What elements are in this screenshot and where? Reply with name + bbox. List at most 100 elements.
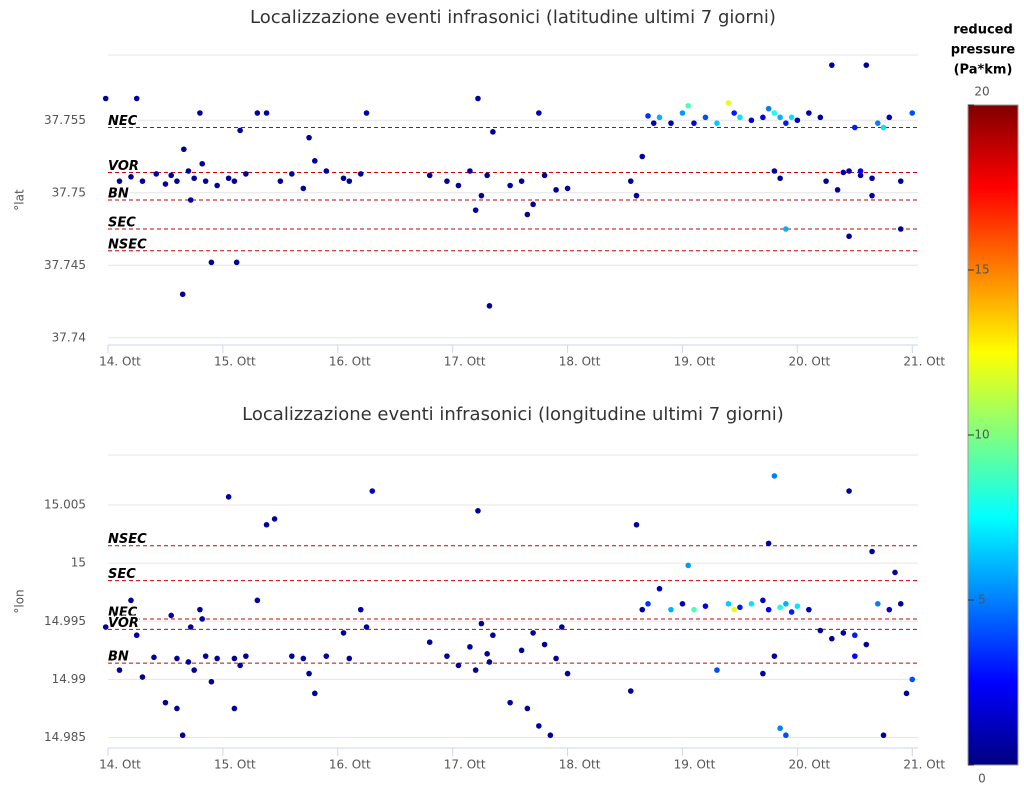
event-point bbox=[174, 705, 180, 712]
event-point bbox=[444, 178, 450, 184]
event-point bbox=[714, 667, 720, 673]
event-point bbox=[656, 585, 663, 592]
event-point bbox=[857, 172, 864, 179]
x-tick-label: 19. Ott bbox=[674, 758, 716, 772]
event-point bbox=[645, 601, 651, 607]
event-point bbox=[214, 182, 220, 189]
event-point bbox=[760, 597, 766, 604]
event-point bbox=[777, 114, 783, 121]
reference-label: BN bbox=[108, 187, 129, 202]
reference-label: VOR bbox=[108, 159, 139, 174]
event-point bbox=[559, 624, 565, 630]
x-tick-label: 20. Ott bbox=[788, 758, 830, 772]
event-point bbox=[783, 120, 789, 126]
event-point bbox=[530, 630, 536, 636]
colorbar-tick-label: 20 bbox=[974, 85, 989, 99]
event-point bbox=[725, 601, 732, 607]
event-point bbox=[725, 100, 732, 106]
event-point bbox=[897, 601, 904, 607]
event-point bbox=[765, 105, 772, 112]
event-point bbox=[263, 521, 270, 528]
event-point bbox=[208, 678, 215, 685]
event-point bbox=[668, 606, 674, 613]
event-point bbox=[869, 192, 875, 199]
event-point bbox=[627, 688, 634, 694]
event-point bbox=[903, 690, 910, 697]
event-point bbox=[633, 192, 640, 199]
y-tick-label: 37.745 bbox=[44, 258, 86, 272]
event-point bbox=[806, 110, 812, 116]
event-point bbox=[128, 597, 134, 604]
event-point bbox=[467, 168, 473, 174]
event-point bbox=[133, 95, 140, 102]
event-point bbox=[524, 705, 531, 712]
event-point bbox=[852, 632, 858, 639]
event-point bbox=[306, 134, 312, 141]
event-point bbox=[197, 110, 203, 116]
event-point bbox=[524, 211, 531, 218]
chart-title: Localizzazione eventi infrasonici (latit… bbox=[250, 7, 776, 28]
event-point bbox=[817, 627, 824, 634]
x-tick-label: 16. Ott bbox=[329, 758, 371, 772]
x-tick-label: 17. Ott bbox=[444, 758, 486, 772]
event-point bbox=[231, 705, 238, 712]
event-point bbox=[668, 120, 674, 126]
event-point bbox=[880, 124, 887, 131]
event-point bbox=[363, 110, 370, 116]
event-point bbox=[765, 606, 772, 613]
event-point bbox=[486, 659, 493, 665]
event-point bbox=[737, 114, 743, 121]
event-point bbox=[490, 129, 496, 135]
event-point bbox=[771, 653, 778, 659]
x-tick-label: 20. Ott bbox=[788, 355, 830, 369]
event-point bbox=[536, 723, 542, 729]
event-point bbox=[185, 168, 192, 174]
event-point bbox=[300, 655, 307, 662]
event-point bbox=[685, 102, 692, 109]
y-tick-label: 37.74 bbox=[52, 330, 86, 344]
event-point bbox=[346, 655, 353, 662]
event-point bbox=[771, 473, 778, 479]
event-point bbox=[369, 488, 376, 494]
event-point bbox=[846, 168, 852, 174]
reference-label: NEC bbox=[108, 605, 138, 620]
event-point bbox=[484, 172, 490, 179]
x-tick-label: 19. Ott bbox=[674, 355, 716, 369]
event-point bbox=[208, 259, 215, 266]
event-point bbox=[300, 185, 307, 192]
event-point bbox=[472, 207, 479, 213]
y-tick-label: 14.985 bbox=[44, 730, 86, 744]
event-point bbox=[731, 110, 737, 116]
event-point bbox=[530, 201, 536, 208]
event-point bbox=[357, 171, 364, 177]
y-axis-title: °lat bbox=[13, 189, 27, 211]
event-point bbox=[444, 653, 450, 659]
event-point bbox=[187, 624, 194, 630]
event-point bbox=[139, 178, 146, 184]
event-point bbox=[168, 612, 174, 619]
event-point bbox=[478, 192, 485, 199]
event-point bbox=[153, 171, 160, 177]
event-point bbox=[852, 124, 858, 131]
event-point bbox=[243, 171, 249, 177]
colorbar-tick-label: 10 bbox=[974, 428, 989, 442]
event-point bbox=[202, 178, 209, 184]
event-point bbox=[174, 178, 180, 184]
event-point bbox=[518, 647, 525, 654]
event-point bbox=[834, 187, 841, 193]
event-point bbox=[467, 644, 473, 650]
event-point bbox=[181, 146, 187, 153]
event-point bbox=[702, 114, 709, 121]
event-point bbox=[536, 110, 542, 116]
x-tick-label: 18. Ott bbox=[559, 355, 601, 369]
event-point bbox=[788, 609, 795, 615]
event-point bbox=[874, 601, 881, 607]
event-point bbox=[777, 604, 783, 611]
event-point bbox=[765, 540, 772, 547]
event-point bbox=[237, 662, 243, 669]
event-point bbox=[237, 127, 243, 134]
event-point bbox=[231, 655, 238, 662]
reference-label: NEC bbox=[108, 114, 138, 129]
event-point bbox=[191, 667, 197, 673]
event-point bbox=[162, 181, 169, 187]
